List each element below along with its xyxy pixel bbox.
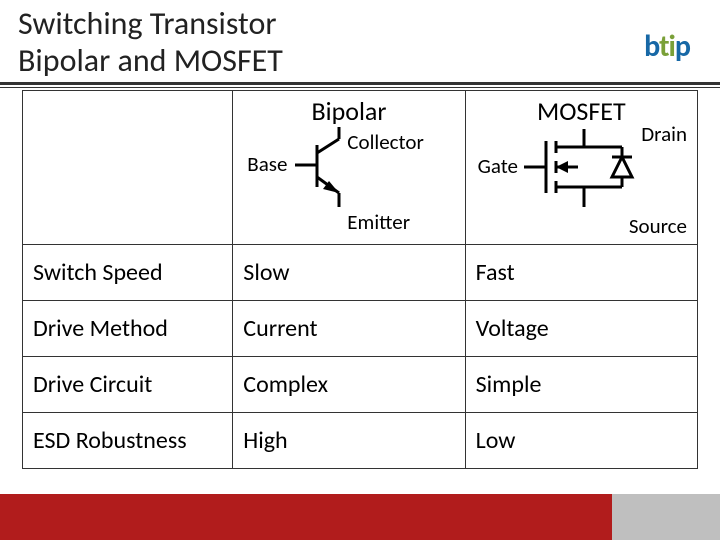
bipolar-cell: Complex <box>233 356 465 412</box>
comparison-table: Bipolar Base Collector Emitter <box>22 90 698 469</box>
slide-header: Switching Transistor Bipolar and MOSFET … <box>0 0 720 80</box>
footer-bar <box>0 494 720 540</box>
bjt-symbol-cell: Base Collector Emitter <box>239 127 458 242</box>
table-row: Drive Circuit Complex Simple <box>23 356 698 412</box>
title-line2: Bipolar and MOSFET <box>18 41 283 80</box>
mosfet-cell: Simple <box>465 356 697 412</box>
mosfet-cell: Fast <box>465 244 697 300</box>
mosfet-symbol-icon <box>472 127 702 242</box>
header-empty <box>23 90 233 244</box>
table-row: ESD Robustness High Low <box>23 412 698 468</box>
btip-logo: btip <box>644 28 690 65</box>
param-cell: Switch Speed <box>23 244 233 300</box>
header-row: Bipolar Base Collector Emitter <box>23 90 698 244</box>
bipolar-cell: High <box>233 412 465 468</box>
header-mosfet: MOSFET Gate Drain Source <box>465 90 697 244</box>
slide-title: Switching Transistor Bipolar and MOSFET <box>18 6 702 80</box>
footer-red <box>0 494 612 540</box>
header-rule-thick <box>0 82 720 85</box>
bipolar-cell: Current <box>233 300 465 356</box>
param-cell: ESD Robustness <box>23 412 233 468</box>
mosfet-cell: Voltage <box>465 300 697 356</box>
footer-gray <box>612 494 720 540</box>
param-cell: Drive Method <box>23 300 233 356</box>
content-area: Bipolar Base Collector Emitter <box>0 88 720 469</box>
param-cell: Drive Circuit <box>23 356 233 412</box>
title-line1: Switching Transistor <box>18 4 276 43</box>
mosfet-cell: Low <box>465 412 697 468</box>
mosfet-symbol-cell: Gate Drain Source <box>472 127 691 242</box>
bipolar-cell: Slow <box>233 244 465 300</box>
table-row: Switch Speed Slow Fast <box>23 244 698 300</box>
bipolar-heading: Bipolar <box>239 95 458 127</box>
bjt-symbol-icon <box>239 127 469 242</box>
header-bipolar: Bipolar Base Collector Emitter <box>233 90 465 244</box>
table-row: Drive Method Current Voltage <box>23 300 698 356</box>
